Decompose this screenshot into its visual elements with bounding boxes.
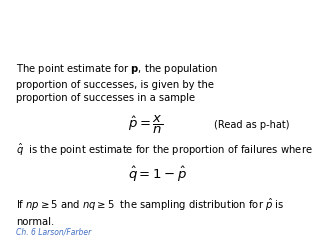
Text: The point estimate for $\mathbf{p}$, the population
proportion of successes, is : The point estimate for $\mathbf{p}$, the… bbox=[16, 62, 218, 103]
Text: $\hat{q} = 1 - \hat{p}$: $\hat{q} = 1 - \hat{p}$ bbox=[128, 165, 187, 184]
Text: (Read as p-hat): (Read as p-hat) bbox=[214, 120, 290, 130]
Text: $\hat{p} = \dfrac{x}{n}$: $\hat{p} = \dfrac{x}{n}$ bbox=[128, 114, 163, 136]
Text: Population Proportions: Population Proportions bbox=[64, 35, 256, 50]
Text: Confidence Intervals for: Confidence Intervals for bbox=[60, 11, 260, 25]
Text: Ch. 6 Larson/Farber: Ch. 6 Larson/Farber bbox=[16, 227, 91, 236]
Text: If $np \geq 5$ and $nq \geq 5$  the sampling distribution for $\hat{p}$ is
norma: If $np \geq 5$ and $nq \geq 5$ the sampl… bbox=[16, 197, 284, 227]
Text: $\hat{q}$  is the point estimate for the proportion of failures where: $\hat{q}$ is the point estimate for the … bbox=[16, 142, 313, 158]
